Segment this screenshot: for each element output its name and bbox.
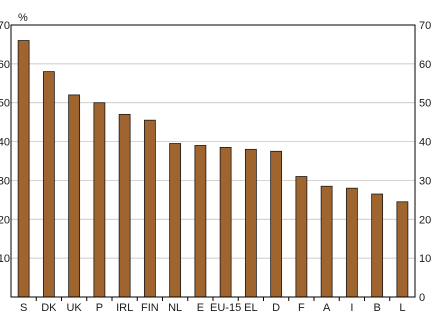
y-tick-left-10: 10 xyxy=(0,253,10,265)
bar-a xyxy=(320,185,333,298)
y-tick-right-20: 20 xyxy=(419,214,431,226)
y-tick-right-60: 60 xyxy=(419,59,431,71)
y-tick-right-30: 30 xyxy=(419,175,431,187)
bar-b xyxy=(371,193,384,298)
bar-p xyxy=(93,102,106,298)
y-tick-left-40: 40 xyxy=(0,137,10,149)
x-tick-label-uk: UK xyxy=(66,302,82,314)
x-tick-label-nl: NL xyxy=(168,302,182,314)
x-tick-label-f: F xyxy=(298,302,305,314)
bar-dk xyxy=(42,71,55,298)
x-tick-label-i: I xyxy=(350,302,353,314)
y-tick-left-60: 60 xyxy=(0,59,10,71)
bar-f xyxy=(295,176,308,298)
y-axis-right-tick-labels: 0 10 20 30 40 50 60 70 xyxy=(419,20,431,304)
bar-e xyxy=(194,145,207,298)
bar-l xyxy=(396,201,409,298)
x-tick-label-dk: DK xyxy=(41,302,57,314)
y-tick-left-30: 30 xyxy=(0,175,10,187)
bar-eu-15 xyxy=(219,146,232,298)
y-tick-right-50: 50 xyxy=(419,98,431,110)
y-tick-left-70: 70 xyxy=(0,20,10,32)
x-tick-label-eu-15: EU-15 xyxy=(210,302,241,314)
plot-frame xyxy=(10,24,416,301)
x-tick-label-e: E xyxy=(197,302,204,314)
x-axis-tick-labels: S DK UK P IRL FIN NL E EU-15 EL D F A I B L xyxy=(20,302,405,314)
x-tick-label-fin: FIN xyxy=(141,302,159,314)
x-tick-label-d: D xyxy=(272,302,280,314)
bar-d xyxy=(270,150,283,298)
bar-uk xyxy=(68,94,81,298)
bar-el xyxy=(244,148,257,298)
x-tick-label-p: P xyxy=(96,302,103,314)
bars xyxy=(17,40,409,298)
bar-fin xyxy=(143,119,156,298)
bar-nl xyxy=(169,143,182,298)
x-tick-label-b: B xyxy=(373,302,380,314)
x-tick-label-irl: IRL xyxy=(116,302,133,314)
bar-s xyxy=(17,40,30,298)
x-tick-label-a: A xyxy=(323,302,331,314)
y-axis-unit-label: % xyxy=(18,12,28,24)
x-tick-label-el: EL xyxy=(244,302,257,314)
x-tick-label-s: S xyxy=(20,302,27,314)
y-tick-right-10: 10 xyxy=(419,253,431,265)
bar-irl xyxy=(118,113,131,298)
y-tick-left-20: 20 xyxy=(0,214,10,226)
y-tick-right-40: 40 xyxy=(419,137,431,149)
x-tick-label-l: L xyxy=(399,302,405,314)
y-tick-right-70: 70 xyxy=(419,20,431,32)
y-axis-left-tick-labels: 10 20 30 40 50 60 70 xyxy=(0,20,10,265)
y-tick-right-0: 0 xyxy=(419,292,425,304)
y-tick-left-50: 50 xyxy=(0,98,10,110)
bar-i xyxy=(345,187,358,298)
